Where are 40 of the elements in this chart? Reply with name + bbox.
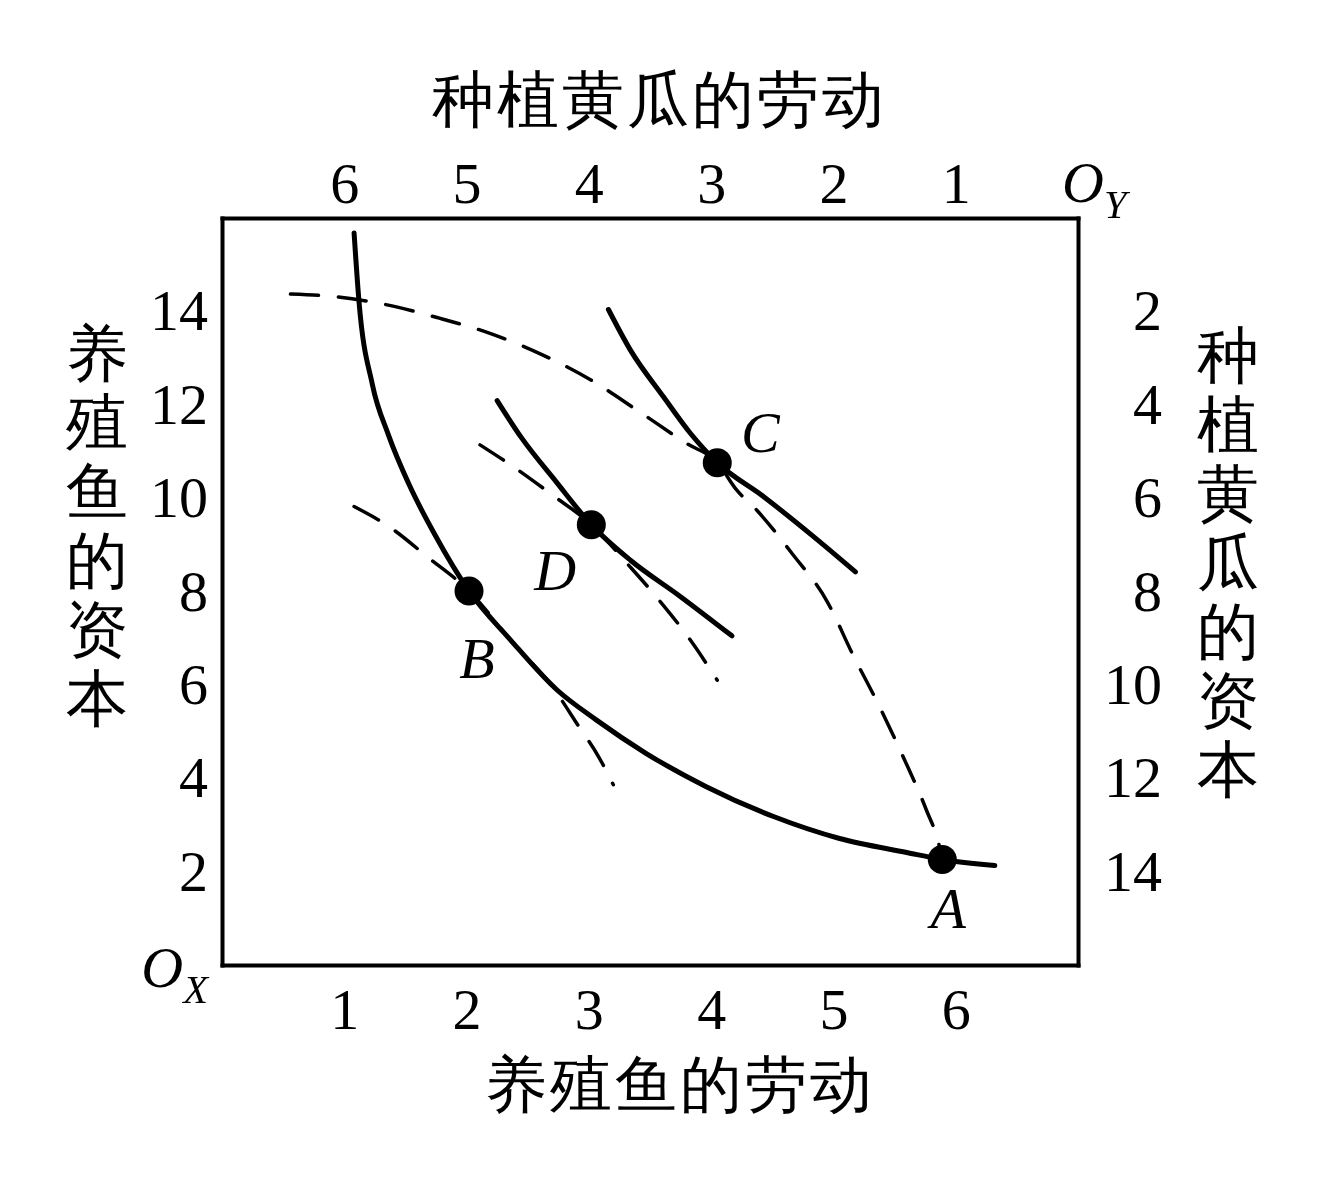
y-tick-label: 4 xyxy=(179,745,208,811)
text: O$_{X}$ xyxy=(141,934,211,1012)
point xyxy=(927,845,957,874)
y-tick-label: 12 xyxy=(150,371,208,437)
y2-tick-label: 8 xyxy=(1133,558,1162,624)
x2-tick-label: 4 xyxy=(574,151,604,216)
annotation: O$_{Y}$ xyxy=(1062,149,1131,227)
x2-axis-title: 种植黄瓜的劳动 xyxy=(431,66,887,134)
annotation: C xyxy=(740,399,781,465)
y-tick-label: 8 xyxy=(179,558,208,624)
annotation: A xyxy=(926,875,967,941)
x-axis-title: 养殖鱼的劳动 xyxy=(485,1051,875,1119)
x-tick-label: 5 xyxy=(819,977,849,1043)
x-tick-label: 4 xyxy=(697,977,727,1043)
y2-tick-label: 12 xyxy=(1104,745,1162,811)
x-tick-label: 1 xyxy=(330,977,360,1043)
x2-tick-label: 2 xyxy=(819,151,849,216)
y2-tick-label: 4 xyxy=(1133,371,1162,437)
point xyxy=(454,576,484,606)
x-tick-label: 6 xyxy=(941,977,971,1043)
y-tick-label: 6 xyxy=(179,651,208,717)
point xyxy=(702,448,732,478)
y-tick-label: 10 xyxy=(150,465,208,531)
y-tick-label: 14 xyxy=(150,278,208,344)
y2-tick-label: 2 xyxy=(1133,278,1162,344)
x2-tick-label: 1 xyxy=(941,151,971,216)
x-tick-label: 3 xyxy=(574,977,604,1043)
annotation: D xyxy=(533,537,577,603)
annotation: B xyxy=(459,625,495,691)
x2-tick-label: 3 xyxy=(697,151,727,216)
x-tick-label: 2 xyxy=(452,977,482,1043)
point xyxy=(576,510,606,540)
x2-tick-label: 6 xyxy=(330,151,360,216)
y2-axis-title: 种植黄瓜的资本 xyxy=(1197,322,1259,804)
y-tick-label: 2 xyxy=(179,838,208,904)
y2-tick-label: 6 xyxy=(1133,465,1162,531)
y2-tick-label: 10 xyxy=(1104,651,1162,717)
y2-tick-label: 14 xyxy=(1104,838,1162,904)
x2-tick-label: 5 xyxy=(452,151,482,216)
y-axis-title: 养殖鱼的资本 xyxy=(66,319,128,733)
